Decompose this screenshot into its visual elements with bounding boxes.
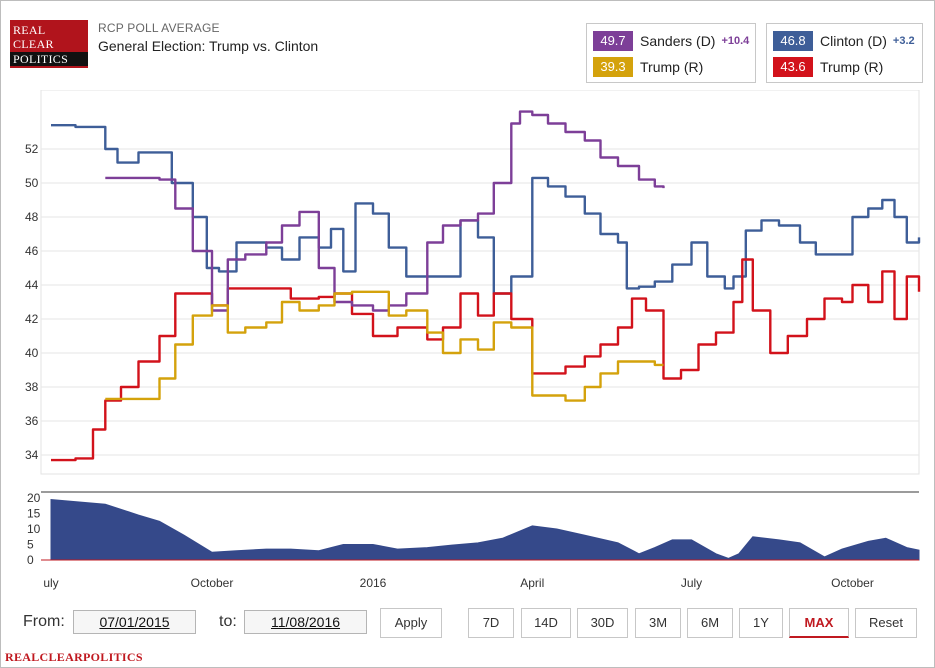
y-tick-label: 52 — [25, 142, 39, 156]
legend-sanders-trump: 49.7 Sanders (D) +10.4 39.3 Trump (R) — [586, 23, 756, 83]
range-1y-button[interactable]: 1Y — [739, 608, 783, 638]
navigator-y-tick-label: 15 — [27, 507, 41, 521]
legend-name-trump-vs-sanders: Trump (R) — [640, 59, 704, 75]
x-tick-label: uly — [43, 576, 58, 590]
series-line-clinton-d-0 — [51, 124, 921, 295]
legend-spread-sanders: +10.4 — [721, 35, 750, 47]
legend-row-trump-vs-clinton[interactable]: 43.6 Trump (R) — [773, 56, 883, 78]
legend-value-clinton: 46.8 — [773, 31, 813, 51]
legend-spread-clinton: +3.2 — [892, 35, 915, 47]
rcp-logo[interactable]: REAL CLEAR POLITICS — [10, 20, 88, 68]
legend-name-trump-vs-clinton: Trump (R) — [820, 59, 884, 75]
x-tick-label: October — [831, 576, 874, 590]
y-tick-label: 34 — [25, 448, 39, 462]
reset-button[interactable]: Reset — [855, 608, 917, 638]
navigator-y-tick-label: 5 — [27, 538, 34, 552]
series-line-sanders-d-2 — [105, 110, 665, 312]
y-tick-label: 40 — [25, 346, 39, 360]
navigator-area — [50, 499, 920, 561]
from-label: From: — [23, 613, 65, 630]
legend-value-sanders: 49.7 — [593, 31, 633, 51]
series-line-trump-r-1 — [51, 258, 921, 462]
x-tick-label: 2016 — [360, 576, 387, 590]
logo-line-2: CLEAR — [13, 37, 54, 51]
from-date-input[interactable]: 07/01/2015 — [73, 610, 196, 634]
chart-area[interactable]: 34 36 38 40 42 44 46 48 50 52 0 5 10 15 20 uly October 20… — [11, 90, 922, 595]
y-tick-label: 36 — [25, 414, 39, 428]
navigator-y-tick-label: 20 — [27, 491, 41, 505]
footer-brand[interactable]: REALCLEARPOLITICS — [5, 650, 143, 664]
logo-line-3: POLITICS — [10, 52, 88, 66]
y-tick-label: 50 — [25, 176, 39, 190]
y-tick-label: 42 — [25, 312, 39, 326]
legend-row-clinton[interactable]: 46.8 Clinton (D) +3.2 — [773, 30, 915, 52]
logo-line-1: REAL — [13, 23, 46, 37]
range-7d-button[interactable]: 7D — [468, 608, 514, 638]
legend-row-trump-vs-sanders[interactable]: 39.3 Trump (R) — [593, 56, 703, 78]
plot-frame — [40, 90, 920, 475]
navigator-y-tick-label: 10 — [27, 522, 41, 536]
x-tick-label: October — [191, 576, 234, 590]
legend-value-trump-vs-sanders: 39.3 — [593, 57, 633, 77]
series-line-trump-r-3 — [105, 290, 664, 402]
legend-row-sanders[interactable]: 49.7 Sanders (D) +10.4 — [593, 30, 749, 52]
to-label: to: — [219, 613, 237, 630]
navigator-y-tick-label: 0 — [27, 553, 34, 567]
range-3m-button[interactable]: 3M — [635, 608, 681, 638]
y-tick-label: 48 — [25, 210, 39, 224]
legend-name-sanders: Sanders (D) — [640, 33, 716, 49]
range-14d-button[interactable]: 14D — [521, 608, 571, 638]
to-date-input[interactable]: 11/08/2016 — [244, 610, 367, 634]
range-30d-button[interactable]: 30D — [577, 608, 628, 638]
chart-subtitle: RCP POLL AVERAGE — [98, 21, 220, 35]
chart-title: General Election: Trump vs. Clinton — [98, 38, 319, 54]
x-tick-label: April — [520, 576, 544, 590]
y-tick-label: 44 — [25, 278, 39, 292]
y-tick-label: 46 — [25, 244, 39, 258]
range-max-button[interactable]: MAX — [789, 608, 849, 638]
y-tick-label: 38 — [25, 380, 39, 394]
legend-clinton-trump: 46.8 Clinton (D) +3.2 43.6 Trump (R) — [766, 23, 923, 83]
legend-value-trump-vs-clinton: 43.6 — [773, 57, 813, 77]
x-tick-label: July — [681, 576, 702, 590]
range-controls: From: 07/01/2015 to: 11/08/2016 Apply 7D… — [11, 605, 922, 639]
legend-name-clinton: Clinton (D) — [820, 33, 887, 49]
apply-button[interactable]: Apply — [380, 608, 442, 638]
range-6m-button[interactable]: 6M — [687, 608, 733, 638]
